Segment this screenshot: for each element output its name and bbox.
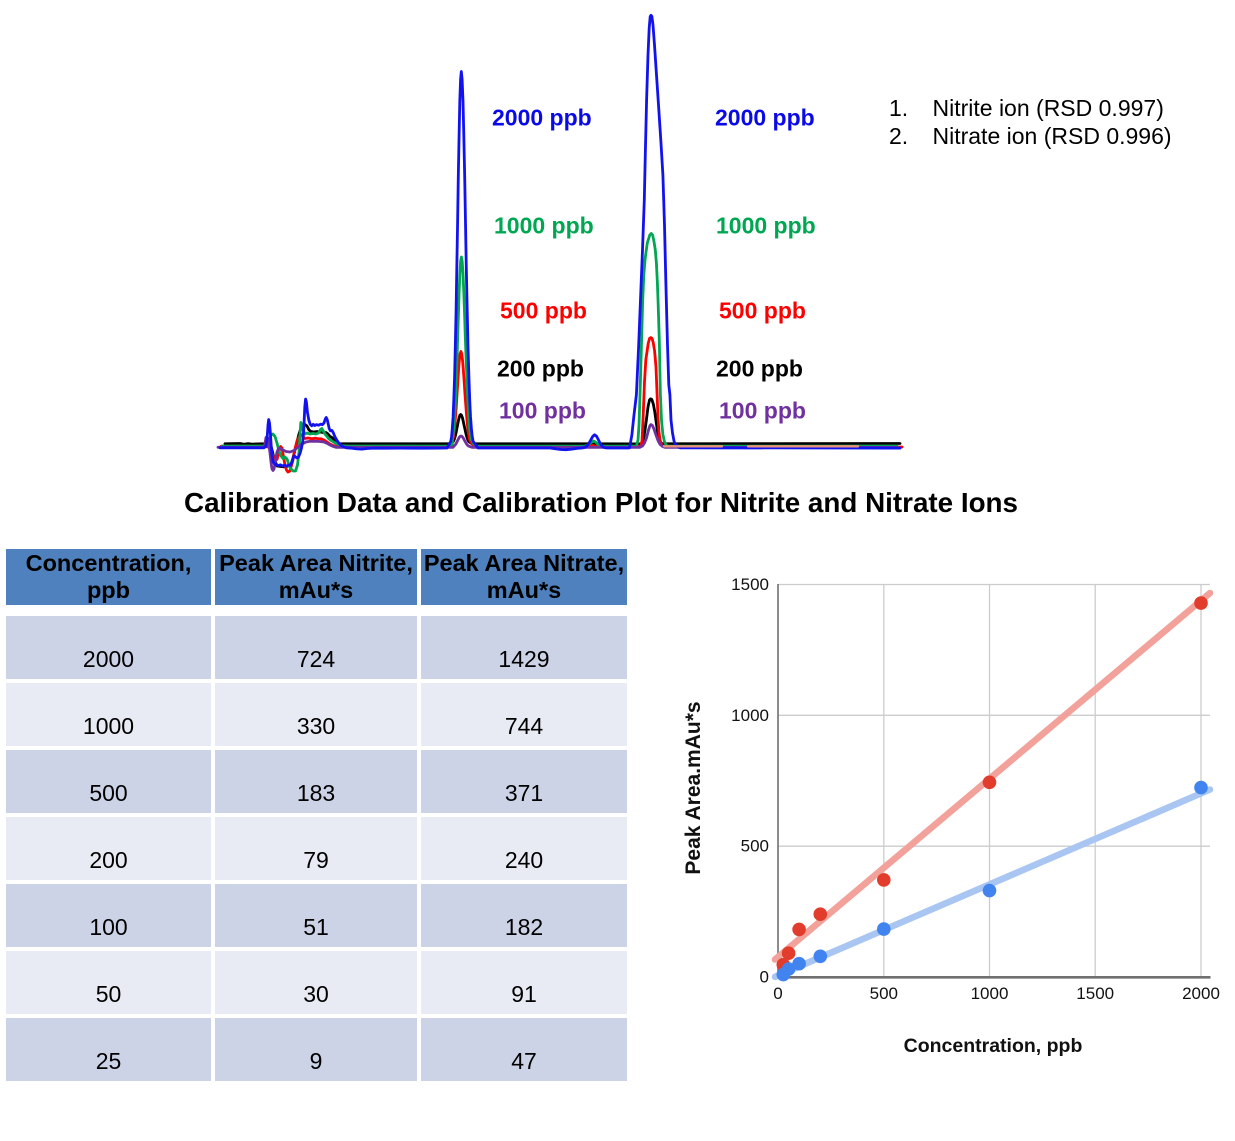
svg-text:500: 500 [870,984,898,1003]
svg-text:0: 0 [773,984,782,1003]
svg-text:Concentration, ppb: Concentration, ppb [904,1035,1083,1057]
svg-text:500: 500 [741,837,769,856]
svg-text:1000: 1000 [971,984,1009,1003]
svg-text:0: 0 [760,968,769,987]
svg-text:1000: 1000 [731,706,769,725]
svg-text:Peak Area.mAu*s: Peak Area.mAu*s [682,701,705,874]
svg-text:1500: 1500 [731,575,769,594]
svg-text:2000: 2000 [1182,984,1220,1003]
svg-text:1500: 1500 [1076,984,1114,1003]
